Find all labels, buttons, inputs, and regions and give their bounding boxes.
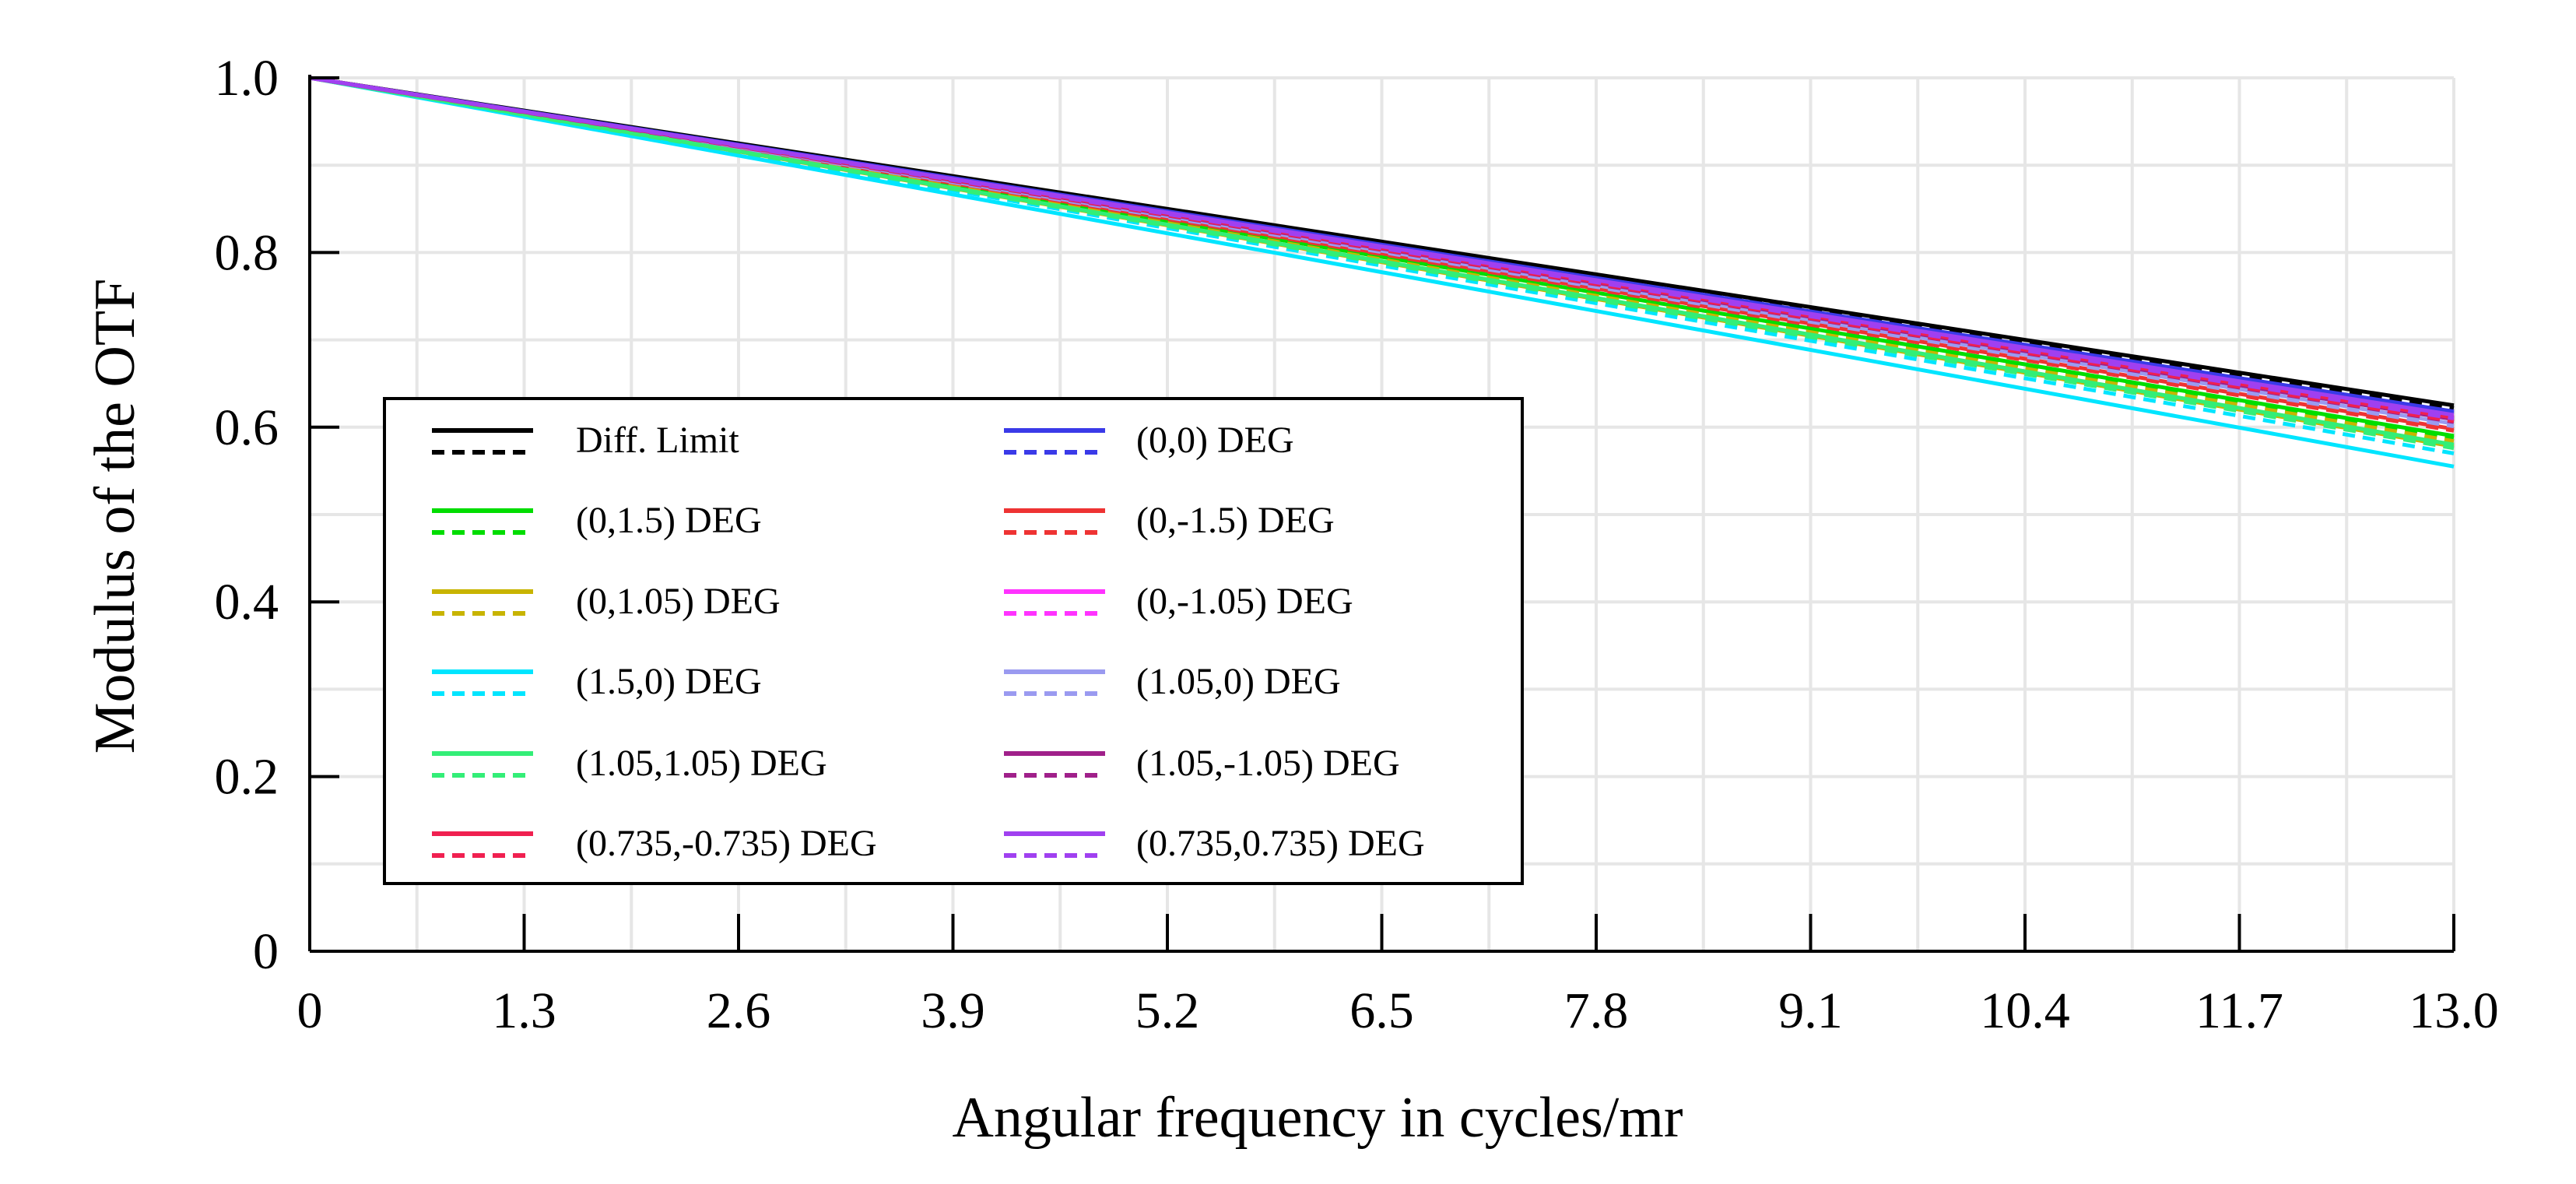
series-line-sagittal xyxy=(309,76,2455,423)
series-line-tangential xyxy=(309,76,2455,447)
legend-entry: (0,0) DEG xyxy=(1004,420,1294,461)
legend-label: (0.735,0.735) DEG xyxy=(1136,823,1425,864)
legend-entry: (0.735,-0.735) DEG xyxy=(432,823,877,864)
legend: Diff. Limit (0,0) DEG (0,1.5) DEG (0,-1.5) … xyxy=(383,397,1524,885)
x-tick-label: 9.1 xyxy=(1778,982,1843,1039)
legend-label: Diff. Limit xyxy=(576,420,739,461)
legend-label: (1.05,1.05) DEG xyxy=(576,743,827,784)
x-tick-label: 2.6 xyxy=(707,982,771,1039)
legend-entry: (1.05,0) DEG xyxy=(1004,661,1341,702)
x-tick-label: 11.7 xyxy=(2195,982,2283,1039)
legend-label: (1.5,0) DEG xyxy=(576,661,762,702)
series-line-sagittal xyxy=(309,76,2455,421)
legend-box xyxy=(383,397,1524,885)
legend-label: (0,0) DEG xyxy=(1136,420,1294,461)
y-tick-label: 1.0 xyxy=(215,50,279,107)
axes xyxy=(308,75,2455,953)
series-lines xyxy=(309,76,2455,469)
y-tick-label: 0 xyxy=(253,923,279,980)
legend-label: (1.05,0) DEG xyxy=(1136,661,1341,702)
legend-entry: (0,1.5) DEG xyxy=(432,500,762,541)
x-axis-title: Angular frequency in cycles/mr xyxy=(952,1086,1683,1150)
legend-entry: (0.735,0.735) DEG xyxy=(1004,823,1425,864)
series-line-tangential xyxy=(309,76,2455,469)
legend-entry: (1.5,0) DEG xyxy=(432,661,762,702)
x-tick-label: 3.9 xyxy=(921,982,985,1039)
x-tick-label: 6.5 xyxy=(1349,982,1414,1039)
legend-label: (1.05,-1.05) DEG xyxy=(1136,743,1400,784)
y-tick-label: 0.6 xyxy=(215,399,279,456)
legend-entry: (0,-1.5) DEG xyxy=(1004,500,1335,541)
x-tick-label: 7.8 xyxy=(1564,982,1629,1039)
series-line-tangential xyxy=(309,76,2455,417)
y-tick-label: 0.8 xyxy=(215,224,279,281)
legend-label: (0,1.05) DEG xyxy=(576,581,781,622)
x-tick-label: 5.2 xyxy=(1135,982,1200,1039)
x-tick-label: 0 xyxy=(297,982,323,1039)
y-tick-label: 0.4 xyxy=(215,574,279,631)
legend-label: (0.735,-0.735) DEG xyxy=(576,823,877,864)
tick-labels: 0 0.2 0.4 0.6 0.8 1.0 0 1.3 2.6 3.9 5.2 6.5 7.8 9.1 10… xyxy=(215,50,2499,1039)
legend-entry: Diff. Limit xyxy=(432,420,739,461)
series-line-sagittal xyxy=(309,76,2455,451)
y-axis-title: Modulus of the OTF xyxy=(83,279,147,754)
legend-entry: (1.05,1.05) DEG xyxy=(432,743,827,784)
legend-entry: (0,1.05) DEG xyxy=(432,581,781,622)
x-tick-label: 13.0 xyxy=(2409,982,2499,1039)
legend-label: (0,-1.05) DEG xyxy=(1136,581,1353,622)
y-tick-label: 0.2 xyxy=(215,749,279,806)
legend-entry: (1.05,-1.05) DEG xyxy=(1004,743,1400,784)
series-line-sagittal xyxy=(309,76,2455,429)
legend-label: (0,1.5) DEG xyxy=(576,500,762,541)
legend-label: (0,-1.5) DEG xyxy=(1136,500,1335,541)
series-line-sagittal xyxy=(309,76,2455,444)
series-line-sagittal xyxy=(309,76,2455,433)
x-tick-label: 10.4 xyxy=(1980,982,2070,1039)
x-tick-label: 1.3 xyxy=(492,982,556,1039)
series-line-sagittal xyxy=(309,76,2455,440)
legend-entry: (0,-1.05) DEG xyxy=(1004,581,1353,622)
